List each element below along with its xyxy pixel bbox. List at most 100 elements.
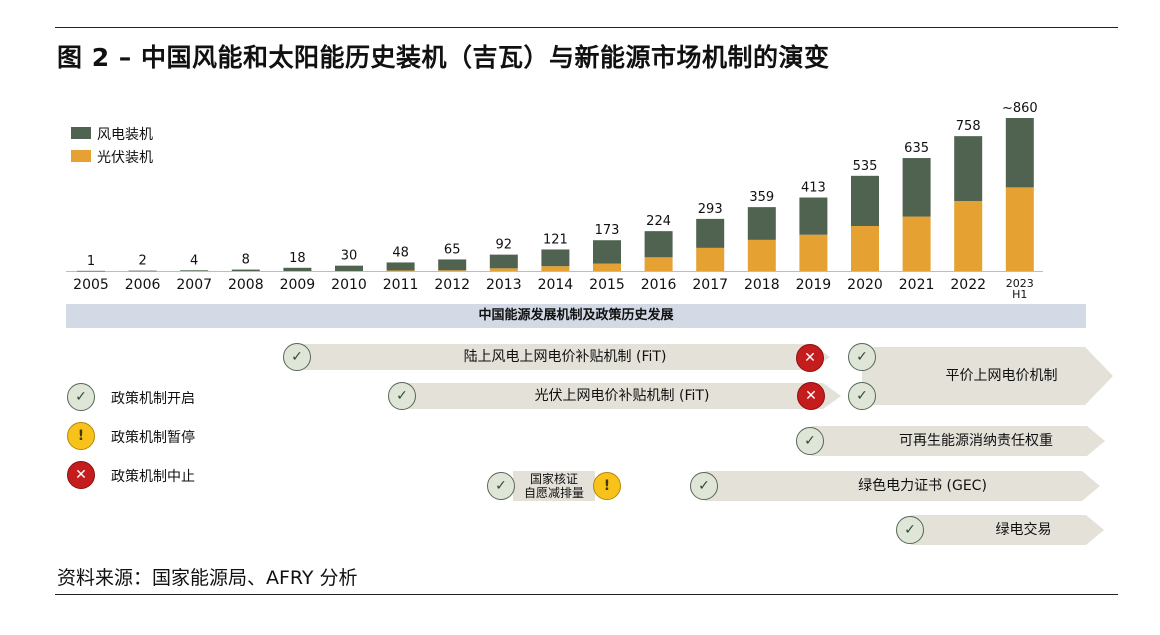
bar-wind <box>954 136 983 202</box>
total-label: 224 <box>646 214 671 229</box>
rps-label: 可再生能源消纳责任权重 <box>899 433 1053 449</box>
capacity-chart: 1 2005 2 2006 4 2007 8 2008 18 2009 30 2010 48 2011 65… <box>66 101 1043 300</box>
bar-solar <box>902 216 931 271</box>
gec-start-icon: ✓ <box>690 472 718 500</box>
x-tick-label: 2009 <box>280 277 316 293</box>
total-label: 65 <box>444 242 461 257</box>
total-label: 758 <box>956 119 981 134</box>
x-tick-label: 2023 <box>1006 277 1034 290</box>
top-rule <box>55 27 1118 28</box>
x-tick-label: 2013 <box>486 277 522 293</box>
wind-fit-start-icon: ✓ <box>283 343 311 371</box>
x-tick-label: 2005 <box>73 277 109 293</box>
total-label: ~860 <box>1002 101 1038 116</box>
x-tick-label: 2006 <box>125 277 161 293</box>
bar-solar <box>1005 187 1034 271</box>
total-label: 30 <box>341 249 358 264</box>
bar-wind <box>77 270 105 272</box>
bar-solar <box>696 247 725 271</box>
x-tick-label: 2018 <box>744 277 780 293</box>
legend-stop-label: 政策机制中止 <box>111 469 195 485</box>
total-label: 18 <box>289 251 306 266</box>
bar-solar <box>747 239 776 271</box>
total-label: 635 <box>904 141 929 156</box>
x-tick-label: 2007 <box>176 277 212 293</box>
legend-check-icon: ✓ <box>67 383 95 411</box>
rps-start-icon: ✓ <box>796 427 824 455</box>
policy-band-title: 中国能源发展机制及政策历史发展 <box>66 304 1086 328</box>
legend-stop-icon: ✕ <box>67 461 95 489</box>
gec-label: 绿色电力证书 (GEC) <box>858 478 987 494</box>
parity-arrow: 平价上网电价机制 <box>862 347 1113 405</box>
bar-wind <box>386 262 415 271</box>
total-label: 2 <box>138 254 146 269</box>
bar-wind <box>799 197 828 235</box>
ccer-label-line2: 自愿减排量 <box>523 486 584 500</box>
ccer-start-icon: ✓ <box>487 472 515 500</box>
x-tick-label: 2020 <box>847 277 883 293</box>
legend-wind-swatch <box>71 127 91 139</box>
wind-fit-stop-icon: ✕ <box>796 344 824 372</box>
bar-wind <box>231 269 260 271</box>
bar-wind <box>283 267 312 271</box>
total-label: 1 <box>87 254 95 269</box>
x-tick-label: 2015 <box>589 277 625 293</box>
bottom-rule <box>55 594 1118 595</box>
legend-pause-icon: ! <box>67 422 95 450</box>
ccer-label: 国家核证 自愿减排量 <box>513 471 595 501</box>
bar-solar <box>644 257 673 271</box>
solar-fit-arrow: 光伏上网电价补贴机制 (FiT) <box>403 383 841 409</box>
bar-wind <box>335 265 363 271</box>
total-label: 92 <box>496 238 513 253</box>
gec-arrow: 绿色电力证书 (GEC) <box>705 471 1100 501</box>
total-label: 48 <box>392 245 409 260</box>
bar-solar <box>799 234 828 271</box>
bar-solar <box>438 270 467 271</box>
x-tick-label: 2021 <box>899 277 935 293</box>
ccer-pause-icon: ! <box>593 472 621 500</box>
x-tick-label: 2010 <box>331 277 367 293</box>
total-label: 359 <box>749 190 774 205</box>
bar-solar <box>489 268 518 271</box>
parity-label: 平价上网电价机制 <box>945 368 1058 384</box>
bar-wind <box>541 249 570 267</box>
green-trade-label: 绿电交易 <box>995 522 1052 538</box>
bar-wind <box>128 270 157 272</box>
solar-fit-start-icon: ✓ <box>388 382 416 410</box>
total-label: 4 <box>190 253 198 268</box>
legend-wind-label: 风电装机 <box>97 127 153 143</box>
wind-fit-arrow: 陆上风电上网电价补贴机制 (FiT) <box>300 344 830 370</box>
source-note: 资料来源：国家能源局、AFRY 分析 <box>57 567 358 589</box>
bar-wind <box>851 175 879 226</box>
green-trade-start-icon: ✓ <box>896 516 924 544</box>
total-label: 121 <box>543 232 568 247</box>
bar-wind <box>696 218 725 248</box>
x-tick-label: 2014 <box>538 277 574 293</box>
x-tick-label: 2019 <box>796 277 832 293</box>
x-tick-label: 2011 <box>383 277 419 293</box>
legend-solar-label: 光伏装机 <box>97 150 153 166</box>
figure-title: 图 2 – 中国风能和太阳能历史装机（吉瓦）与新能源市场机制的演变 <box>57 43 830 72</box>
parity-wind-start-icon: ✓ <box>848 343 876 371</box>
rps-arrow: 可再生能源消纳责任权重 <box>811 426 1105 456</box>
x-tick-label: 2016 <box>641 277 677 293</box>
green-trade-arrow: 绿电交易 <box>911 515 1104 545</box>
bar-solar <box>954 201 983 271</box>
bar-wind <box>180 270 209 271</box>
x-tick-label: 2012 <box>434 277 470 293</box>
parity-solar-start-icon: ✓ <box>848 382 876 410</box>
bar-wind <box>644 231 673 258</box>
x-tick-label: H1 <box>1012 288 1027 300</box>
bar-solar <box>851 225 879 271</box>
ccer-label-line1: 国家核证 <box>529 472 578 486</box>
bar-solar <box>541 266 570 271</box>
solar-fit-stop-icon: ✕ <box>797 382 825 410</box>
bar-wind <box>593 240 621 264</box>
legend-pause-label: 政策机制暂停 <box>111 430 195 446</box>
x-tick-label: 2022 <box>950 277 986 293</box>
total-label: 535 <box>853 159 878 174</box>
x-tick-label: 2008 <box>228 277 264 293</box>
bar-wind <box>1005 118 1034 188</box>
legend-start-label: 政策机制开启 <box>111 391 195 407</box>
total-label: 8 <box>242 253 250 268</box>
